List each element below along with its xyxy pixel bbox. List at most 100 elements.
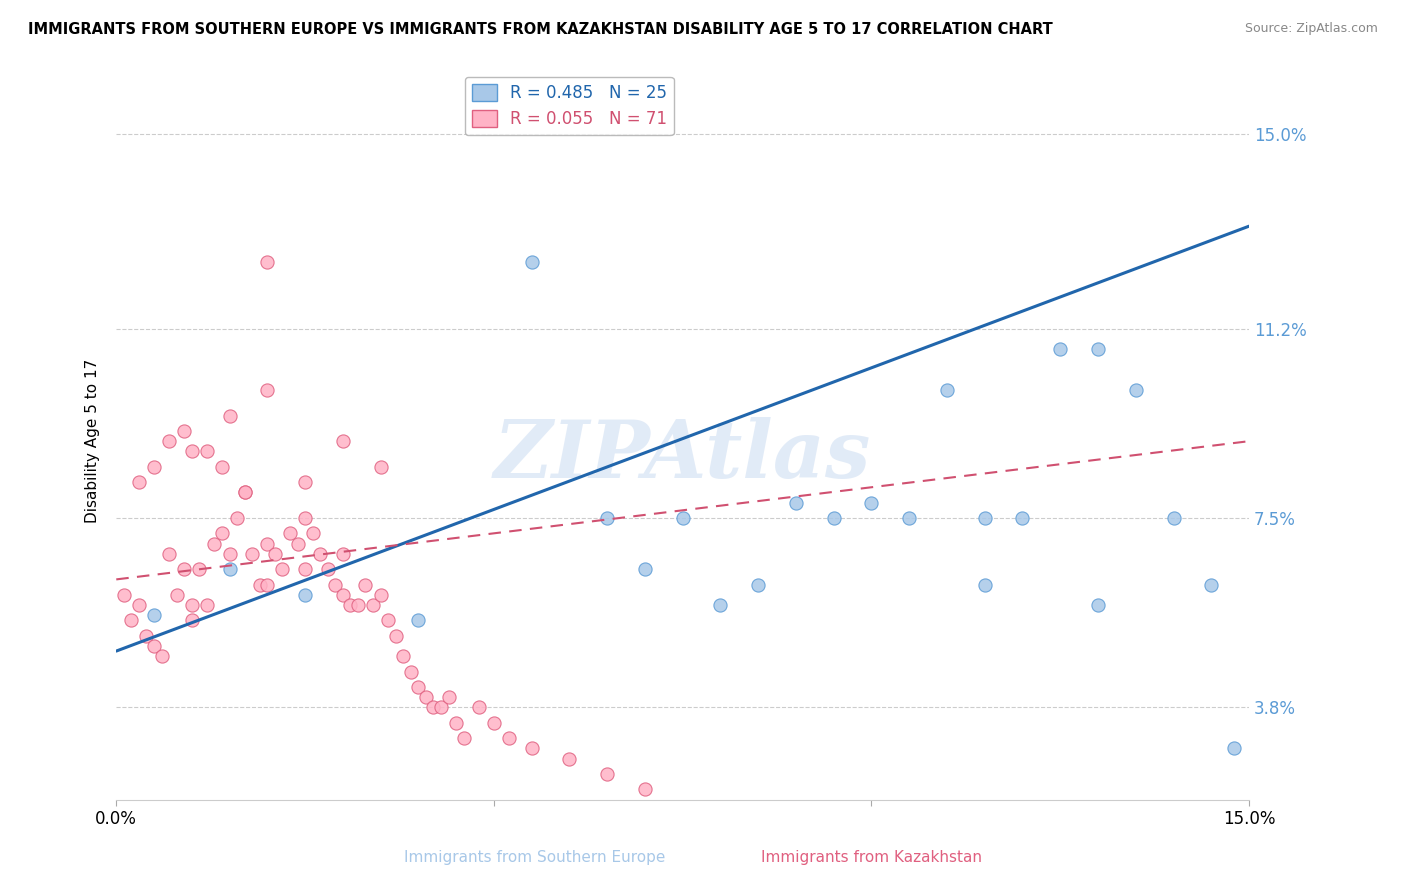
- Point: [173, 424, 195, 438]
- Point: [332, 434, 354, 449]
- Point: [936, 383, 959, 397]
- Point: [180, 613, 202, 627]
- Point: [135, 629, 157, 643]
- Point: [173, 562, 195, 576]
- Point: [294, 475, 316, 490]
- Point: [323, 577, 346, 591]
- Point: [309, 547, 332, 561]
- Point: [823, 511, 845, 525]
- Point: [1011, 511, 1033, 525]
- Point: [709, 598, 731, 612]
- Point: [157, 434, 180, 449]
- Point: [370, 459, 392, 474]
- Point: [294, 511, 316, 525]
- Point: [1163, 511, 1185, 525]
- Point: [316, 562, 339, 576]
- Legend: R = 0.485   N = 25, R = 0.055   N = 71: R = 0.485 N = 25, R = 0.055 N = 71: [465, 77, 673, 135]
- Point: [188, 562, 211, 576]
- Point: [1087, 342, 1109, 356]
- Point: [195, 598, 218, 612]
- Point: [128, 598, 150, 612]
- Point: [256, 536, 278, 550]
- Point: [437, 690, 460, 705]
- Point: [408, 613, 430, 627]
- Point: [294, 588, 316, 602]
- Point: [384, 629, 406, 643]
- Point: [256, 255, 278, 269]
- Point: [211, 526, 233, 541]
- Text: Immigrants from Kazakhstan: Immigrants from Kazakhstan: [761, 850, 983, 865]
- Text: ZIPAtlas: ZIPAtlas: [494, 417, 872, 494]
- Point: [468, 700, 491, 714]
- Point: [370, 588, 392, 602]
- Point: [233, 485, 256, 500]
- Point: [218, 409, 240, 423]
- Point: [634, 782, 657, 797]
- Point: [415, 690, 437, 705]
- Point: [271, 562, 294, 576]
- Point: [278, 526, 301, 541]
- Point: [973, 577, 995, 591]
- Point: [287, 536, 309, 550]
- Point: [143, 639, 166, 653]
- Point: [233, 485, 256, 500]
- Point: [785, 495, 807, 509]
- Point: [150, 649, 173, 664]
- Text: Immigrants from Southern Europe: Immigrants from Southern Europe: [404, 850, 665, 865]
- Point: [520, 255, 543, 269]
- Point: [747, 577, 769, 591]
- Point: [898, 511, 921, 525]
- Point: [430, 700, 453, 714]
- Point: [596, 767, 619, 781]
- Point: [444, 715, 467, 730]
- Point: [180, 444, 202, 458]
- Point: [143, 459, 166, 474]
- Point: [347, 598, 370, 612]
- Point: [294, 562, 316, 576]
- Point: [1087, 598, 1109, 612]
- Point: [218, 562, 240, 576]
- Point: [392, 649, 415, 664]
- Point: [520, 741, 543, 756]
- Point: [226, 511, 249, 525]
- Point: [453, 731, 475, 745]
- Point: [218, 547, 240, 561]
- Point: [256, 577, 278, 591]
- Text: IMMIGRANTS FROM SOUTHERN EUROPE VS IMMIGRANTS FROM KAZAKHSTAN DISABILITY AGE 5 T: IMMIGRANTS FROM SOUTHERN EUROPE VS IMMIG…: [28, 22, 1053, 37]
- Point: [1125, 383, 1147, 397]
- Point: [1223, 741, 1246, 756]
- Point: [860, 495, 883, 509]
- Point: [354, 577, 377, 591]
- Point: [128, 475, 150, 490]
- Point: [339, 598, 361, 612]
- Point: [408, 680, 430, 694]
- Point: [204, 536, 226, 550]
- Point: [120, 613, 142, 627]
- Point: [973, 511, 995, 525]
- Point: [166, 588, 188, 602]
- Point: [596, 511, 619, 525]
- Point: [1049, 342, 1071, 356]
- Point: [263, 547, 285, 561]
- Point: [143, 608, 166, 623]
- Point: [256, 383, 278, 397]
- Point: [498, 731, 520, 745]
- Point: [332, 588, 354, 602]
- Point: [361, 598, 384, 612]
- Point: [482, 715, 505, 730]
- Point: [301, 526, 323, 541]
- Point: [422, 700, 444, 714]
- Point: [399, 665, 422, 679]
- Point: [558, 751, 581, 765]
- Y-axis label: Disability Age 5 to 17: Disability Age 5 to 17: [86, 359, 100, 524]
- Point: [157, 547, 180, 561]
- Point: [240, 547, 263, 561]
- Point: [112, 588, 135, 602]
- Point: [332, 547, 354, 561]
- Point: [249, 577, 271, 591]
- Point: [180, 598, 202, 612]
- Point: [195, 444, 218, 458]
- Text: Source: ZipAtlas.com: Source: ZipAtlas.com: [1244, 22, 1378, 36]
- Point: [211, 459, 233, 474]
- Point: [1201, 577, 1223, 591]
